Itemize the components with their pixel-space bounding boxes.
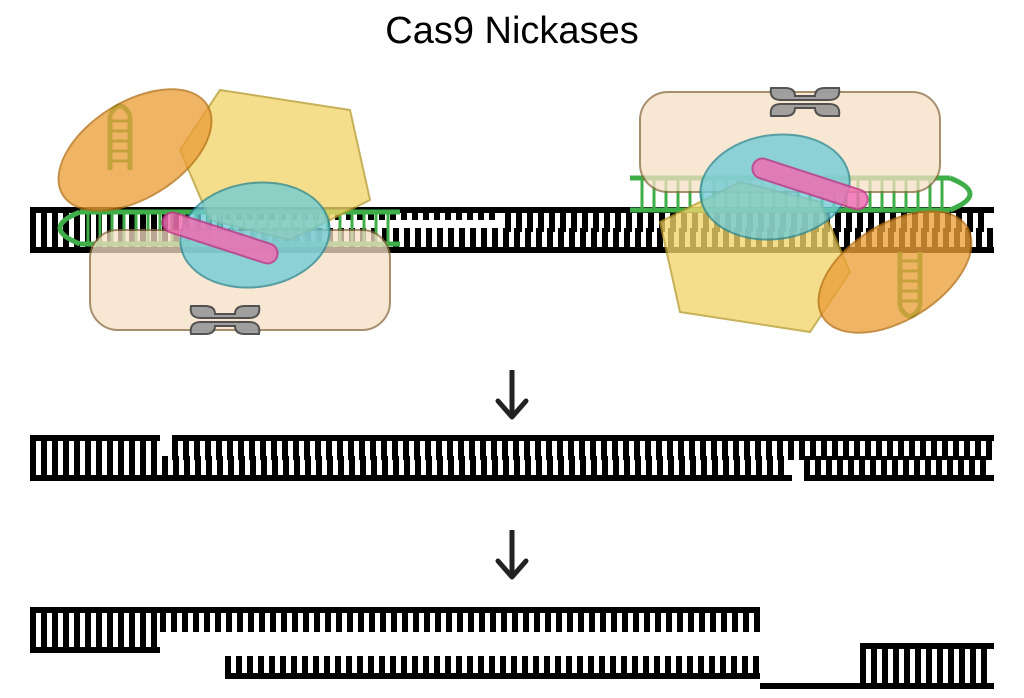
- diagram-svg: [0, 0, 1024, 698]
- diagram-stage: Cas9 Nickases: [0, 0, 1024, 698]
